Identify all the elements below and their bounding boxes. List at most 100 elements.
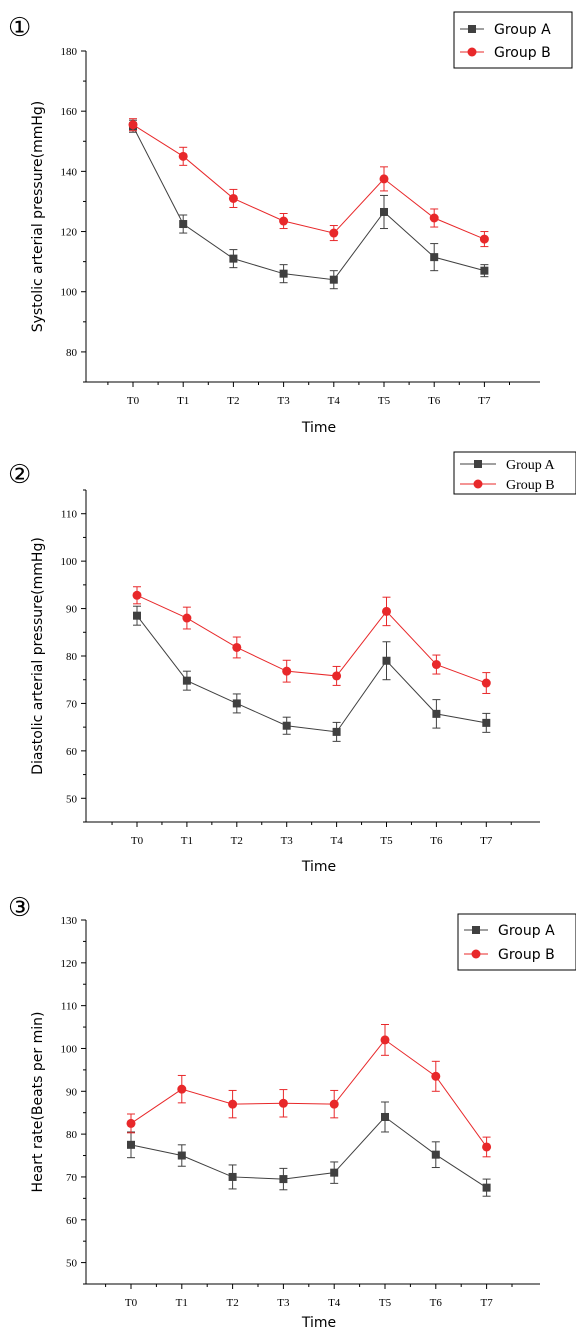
- y-tick-label: 100: [61, 287, 78, 299]
- x-tick-label: T5: [380, 835, 393, 847]
- data-point: [482, 1142, 492, 1152]
- y-tick-label: 90: [66, 1086, 78, 1098]
- data-point: [381, 1112, 389, 1121]
- series-group-b: [132, 586, 491, 694]
- legend-marker: [467, 47, 477, 57]
- data-point: [429, 213, 439, 223]
- y-tick-label: 70: [66, 1172, 78, 1184]
- y-tick-label: 110: [61, 1001, 78, 1013]
- legend-marker: [473, 479, 483, 489]
- y-tick-label: 100: [61, 1043, 78, 1055]
- x-axis-title: Time: [301, 1315, 336, 1331]
- data-point: [330, 1168, 339, 1177]
- data-point: [177, 1151, 186, 1160]
- y-tick-label: 80: [66, 347, 78, 359]
- data-point: [380, 1035, 390, 1045]
- legend-marker: [472, 926, 480, 934]
- y-tick-label: 100: [61, 556, 78, 568]
- panel-label: ③: [8, 893, 31, 923]
- legend-marker: [468, 25, 476, 33]
- y-tick-label: 70: [66, 698, 78, 710]
- data-point: [179, 220, 188, 229]
- x-axis-title: Time: [301, 859, 336, 875]
- x-tick-label: T3: [277, 1297, 290, 1309]
- data-point: [332, 671, 342, 681]
- data-point: [482, 1183, 491, 1192]
- data-point: [380, 207, 388, 216]
- data-point: [228, 193, 238, 203]
- legend-box: [453, 11, 573, 69]
- series-group-b: [128, 118, 489, 248]
- data-point: [279, 269, 288, 278]
- x-tick-label: T0: [125, 1297, 138, 1309]
- x-tick-label: T3: [277, 395, 290, 407]
- x-tick-label: T1: [176, 1297, 188, 1309]
- series-line: [130, 1116, 487, 1189]
- data-point: [232, 699, 241, 708]
- series-group-b: [126, 1023, 492, 1158]
- data-point: [132, 590, 142, 600]
- legend: Group A Group B: [453, 11, 573, 69]
- y-axis-title: Diastolic arterial pressure(mmHg): [30, 537, 46, 775]
- y-tick-label: 120: [61, 227, 78, 239]
- x-tick-label: T4: [328, 1297, 341, 1309]
- y-tick-label: 90: [66, 604, 78, 616]
- legend: Group A Group B: [457, 913, 576, 971]
- x-tick-label: T0: [127, 395, 140, 407]
- x-tick-label: T1: [177, 395, 189, 407]
- legend-label: Group A: [506, 458, 556, 473]
- y-tick-label: 180: [61, 46, 78, 58]
- y-tick-label: 160: [61, 106, 78, 118]
- x-tick-label: T2: [227, 395, 239, 407]
- series-line: [130, 1039, 488, 1148]
- x-tick-label: T1: [181, 835, 193, 847]
- data-point: [232, 642, 242, 652]
- heart-rate-chart: ③ 50 60 70 80 90 100 110 120 130 T0 T1 T2 T3 T4 T5 T6 T7 T…: [8, 893, 576, 1331]
- y-tick-label: 50: [66, 793, 78, 805]
- x-tick-label: T5: [379, 1297, 392, 1309]
- y-tick-label: 50: [66, 1258, 78, 1270]
- systolic-pressure-chart: ① 80 100 120 140 160 180 T0 T1 T2 T3 T4 T5 T6 T7 Time Sy…: [8, 11, 573, 436]
- panel-label: ②: [8, 460, 31, 490]
- x-tick-label: T4: [330, 835, 343, 847]
- data-point: [382, 606, 391, 616]
- legend-marker: [471, 949, 481, 959]
- data-point: [432, 709, 441, 718]
- data-point: [431, 1150, 440, 1159]
- legend-label: Group B: [494, 45, 551, 61]
- data-point: [228, 1172, 237, 1181]
- data-point: [279, 1175, 288, 1184]
- series-group-a: [129, 119, 489, 290]
- data-point: [482, 718, 491, 727]
- data-point: [282, 721, 291, 730]
- panel-label: ①: [8, 13, 31, 43]
- legend: Group A Group B: [453, 451, 576, 495]
- data-point: [229, 254, 238, 263]
- y-tick-label: 140: [61, 166, 78, 178]
- x-tick-label: T6: [428, 395, 441, 407]
- y-tick-label: 60: [66, 746, 78, 758]
- data-point: [431, 1071, 441, 1081]
- series-line: [136, 594, 487, 684]
- data-point: [127, 1140, 135, 1149]
- legend-label: Group A: [498, 923, 555, 939]
- data-point: [177, 1084, 187, 1094]
- series-line: [132, 125, 485, 281]
- x-tick-label: T4: [328, 395, 341, 407]
- y-axis-title: Heart rate(Beats per min): [30, 1012, 46, 1193]
- data-point: [332, 727, 341, 736]
- series-line: [136, 615, 487, 733]
- legend-label: Group B: [506, 478, 555, 493]
- data-point: [126, 1118, 136, 1128]
- data-point: [128, 120, 138, 130]
- data-point: [430, 253, 439, 262]
- x-tick-label: T7: [480, 835, 493, 847]
- y-tick-label: 120: [61, 958, 78, 970]
- x-tick-label: T0: [131, 835, 144, 847]
- legend-label: Group B: [498, 947, 555, 963]
- data-point: [133, 611, 141, 620]
- data-point: [228, 1099, 238, 1109]
- diastolic-pressure-chart: ② 50 60 70 80 90 100 110 T0 T1 T2 T3 T4 T5 T6 T7 Time Dia…: [8, 451, 576, 875]
- y-tick-label: 80: [66, 1129, 78, 1141]
